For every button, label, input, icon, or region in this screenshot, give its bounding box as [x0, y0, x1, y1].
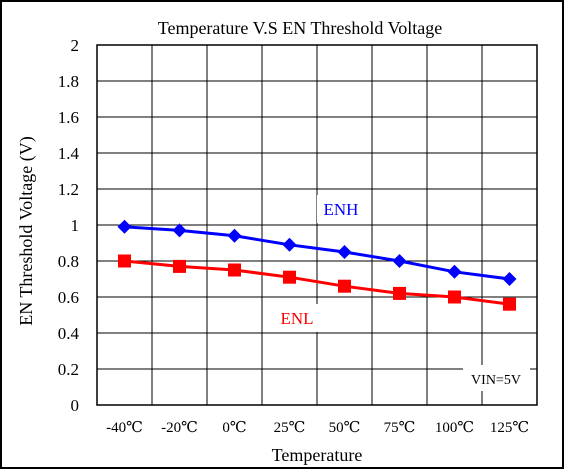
x-tick-label: -40℃: [106, 420, 143, 436]
axis-ticks: 0 0.2 0.4 0.6 0.8 1 1.2 1.4 1.6 1.8 2 -40℃ -20℃ 0℃ 25℃…: [58, 36, 529, 436]
series-label-bg: [273, 304, 321, 332]
data-point-enl: [338, 279, 351, 293]
y-tick-label: 1.2: [58, 180, 79, 199]
y-tick-label: 0.4: [58, 324, 80, 343]
data-point-enh: [447, 264, 462, 279]
annotation-box: VIN=5V: [463, 365, 530, 391]
data-point-enh: [392, 254, 407, 268]
x-tick-label: 25℃: [274, 420, 306, 436]
x-tick-label: 75℃: [384, 420, 416, 436]
vin-annotation: VIN=5V: [471, 373, 521, 388]
data-point-enl: [283, 270, 296, 284]
y-axis-title: EN Threshold Voltage (V): [16, 136, 37, 325]
data-point-enl: [448, 290, 461, 304]
chart-title: Temperature V.S EN Threshold Voltage: [158, 18, 443, 38]
data-point-enh: [117, 219, 132, 234]
x-axis-title: Temperature: [272, 445, 363, 465]
data-point-enl: [503, 297, 516, 311]
y-tick-label: 1: [71, 216, 80, 235]
data-point-enl: [173, 259, 186, 273]
y-tick-label: 0.6: [58, 288, 79, 307]
x-tick-label: 0℃: [222, 420, 246, 436]
x-tick-label: 50℃: [329, 420, 361, 436]
data-point-enl: [118, 254, 131, 268]
y-tick-label: 0.8: [58, 252, 79, 271]
series-label-enl: ENL: [280, 309, 313, 328]
grid: [96, 44, 538, 406]
x-tick-label: -20℃: [161, 420, 198, 436]
series-label-bg: [317, 195, 365, 223]
series-label-enh: ENH: [324, 200, 359, 219]
y-tick-label: 0: [71, 396, 80, 415]
data-point-enh: [282, 237, 297, 252]
y-tick-label: 0.2: [58, 360, 79, 379]
x-tick-label: 100℃: [435, 420, 474, 436]
data-point-enl: [228, 263, 241, 277]
x-tick-label: 125℃: [490, 420, 529, 436]
y-tick-label: 1.6: [58, 108, 79, 127]
y-tick-label: 2: [71, 36, 80, 55]
data-point-enh: [172, 223, 187, 238]
data-point-enh: [227, 228, 242, 243]
y-tick-label: 1.4: [58, 144, 80, 163]
series-line-enh: [124, 225, 510, 281]
data-point-enl: [393, 286, 406, 300]
y-tick-label: 1.8: [58, 72, 79, 91]
series-layer: [117, 219, 517, 311]
data-point-enh: [337, 245, 352, 259]
data-point-enh: [502, 272, 517, 286]
series-labels: ENH ENL: [273, 195, 365, 332]
series-line-enl: [124, 259, 510, 306]
